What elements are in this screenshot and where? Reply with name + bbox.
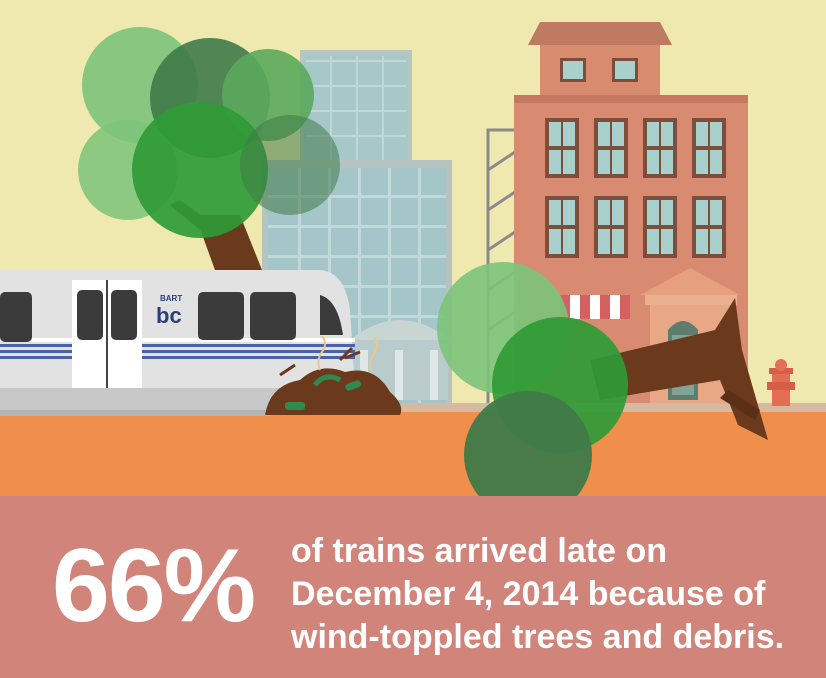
bart-logo-icon: BART bc — [156, 294, 182, 328]
train-icon — [0, 270, 355, 416]
stat-caption: of trains arrived late on December 4, 20… — [291, 530, 811, 659]
debris-pile-icon — [265, 335, 402, 415]
ground — [0, 412, 826, 496]
stat-banner — [0, 496, 826, 678]
fire-hydrant-icon — [767, 359, 795, 406]
bart-logo-big-text: bc — [156, 303, 182, 328]
tree-icon — [78, 27, 340, 270]
percentage-stat: 66% — [52, 528, 256, 644]
striped-awning — [560, 295, 630, 319]
caption-line-2: December 4, 2014 because of — [291, 575, 766, 613]
city-illustration: BART bc — [0, 22, 826, 496]
caption-line-3: wind-toppled trees and debris. — [291, 618, 785, 656]
fallen-tree-icon — [437, 262, 768, 496]
bart-logo-small-text: BART — [160, 294, 182, 303]
caption-line-1: of trains arrived late on — [291, 532, 667, 570]
